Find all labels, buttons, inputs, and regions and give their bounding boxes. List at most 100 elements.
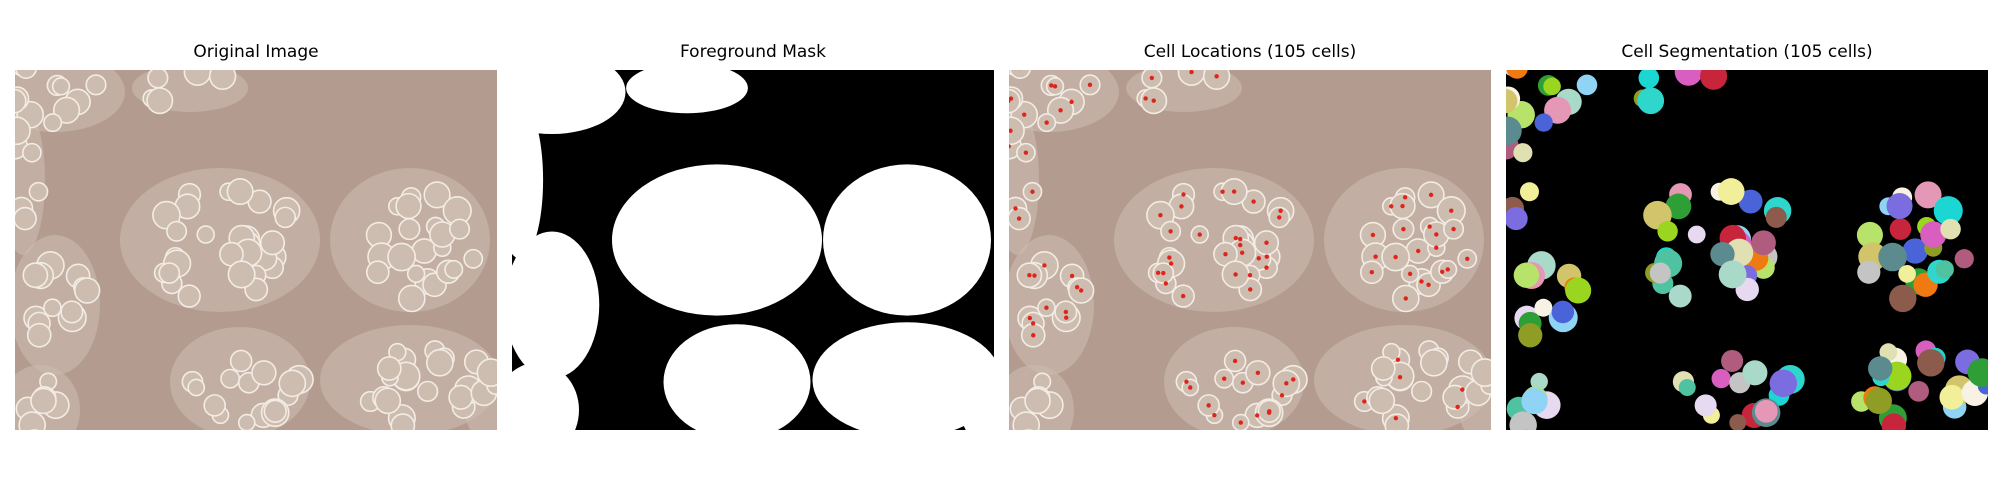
cell-segment [1551, 300, 1575, 324]
cell-marker [1434, 232, 1439, 237]
cell-marker [1397, 375, 1403, 380]
cell [43, 298, 62, 318]
cell-segmentation-image [1506, 70, 1988, 430]
foreground-region [512, 70, 626, 134]
cell-marker [1206, 403, 1211, 408]
cell-segment [1513, 143, 1533, 163]
cell-marker [1167, 255, 1172, 260]
cell-marker [1181, 192, 1186, 197]
cell [229, 349, 253, 373]
cell-marker [1069, 273, 1075, 279]
cell-segment [1657, 221, 1678, 242]
cell-segment [1754, 399, 1778, 423]
cell-segment [1530, 372, 1548, 391]
cell [1024, 387, 1051, 415]
cell-marker [1009, 128, 1013, 133]
cell-segment [1920, 221, 1947, 248]
cell-marker [1063, 309, 1069, 315]
cell [1470, 358, 1491, 387]
cell-marker [1064, 315, 1069, 320]
cell-segment [1576, 74, 1598, 96]
cell-marker [1370, 232, 1376, 238]
cell-marker [1221, 376, 1227, 381]
cell-segment [1718, 260, 1747, 289]
cell [251, 360, 277, 386]
cell-marker [1158, 212, 1163, 218]
cell-marker [1232, 358, 1238, 364]
cell-segment [1751, 230, 1776, 256]
cell-marker [1434, 245, 1439, 250]
cell-segment [1729, 414, 1747, 430]
cell [146, 87, 174, 115]
cell-segment [1506, 70, 1528, 79]
cell [237, 413, 256, 430]
cell [390, 413, 416, 430]
cell-marker [1240, 380, 1246, 385]
foreground-region [812, 322, 994, 430]
foreground-region [823, 164, 991, 316]
cell-segment [1881, 413, 1907, 430]
cell-segment [1954, 249, 1974, 269]
cell [274, 206, 297, 229]
cell [177, 284, 201, 308]
cell [22, 262, 49, 289]
cell-segment [1857, 260, 1881, 284]
cell-segment [1967, 358, 1988, 387]
cell-segment [1534, 113, 1553, 132]
cell [220, 368, 241, 389]
cell-marker [1233, 272, 1238, 277]
title-foreground-mask: Foreground Mask [680, 42, 826, 62]
cell-segment [1506, 206, 1528, 231]
cell [263, 399, 287, 423]
cell-marker [1401, 226, 1406, 232]
cell-marker [1149, 75, 1155, 81]
cell-segment [1565, 277, 1592, 304]
cell [147, 70, 169, 89]
cell [196, 225, 215, 244]
foreground-mask-panel [512, 70, 994, 430]
cell-marker [1197, 232, 1202, 237]
cell [425, 348, 454, 377]
cell [416, 380, 439, 402]
cell-segment [1668, 284, 1692, 308]
cell-marker [1031, 333, 1036, 338]
cell-marker [1030, 189, 1035, 194]
cell-marker [1255, 370, 1261, 376]
cell-marker [1069, 99, 1074, 105]
cell-segment [1889, 218, 1912, 240]
foreground-mask-image [512, 70, 994, 430]
cell-segment [1506, 116, 1522, 146]
cell-marker [1256, 256, 1261, 261]
cell-marker [1416, 248, 1421, 254]
cell-marker [1151, 98, 1156, 103]
cell-marker [1389, 204, 1394, 209]
cell-segment [1710, 242, 1735, 267]
title-cell-segmentation: Cell Segmentation (105 cells) [1621, 42, 1873, 62]
cell [397, 284, 426, 313]
cell-segmentation-panel [1506, 70, 1988, 430]
cell [226, 178, 254, 206]
foreground-region [512, 101, 544, 259]
cell-marker [1239, 250, 1245, 255]
cell-marker [1362, 399, 1367, 404]
cell [15, 88, 27, 114]
cell [374, 387, 402, 415]
cell [158, 262, 181, 284]
cell-marker [1427, 224, 1432, 229]
cell-marker [1278, 208, 1283, 213]
cell [18, 411, 47, 430]
cell-segment [1879, 343, 1898, 362]
cell-segment [1521, 387, 1548, 415]
cell-marker [1426, 282, 1431, 287]
cell [1419, 348, 1448, 377]
cell-marker [1251, 199, 1256, 204]
cell-marker [1284, 381, 1289, 386]
cell-marker [1163, 281, 1169, 286]
cell-marker [1013, 206, 1018, 211]
cell [187, 378, 206, 397]
cell-marker [1237, 236, 1243, 242]
cell-marker [1264, 240, 1269, 245]
foreground-region [958, 358, 994, 430]
cell-locations-image [1009, 70, 1491, 430]
cell-marker [1407, 271, 1413, 277]
